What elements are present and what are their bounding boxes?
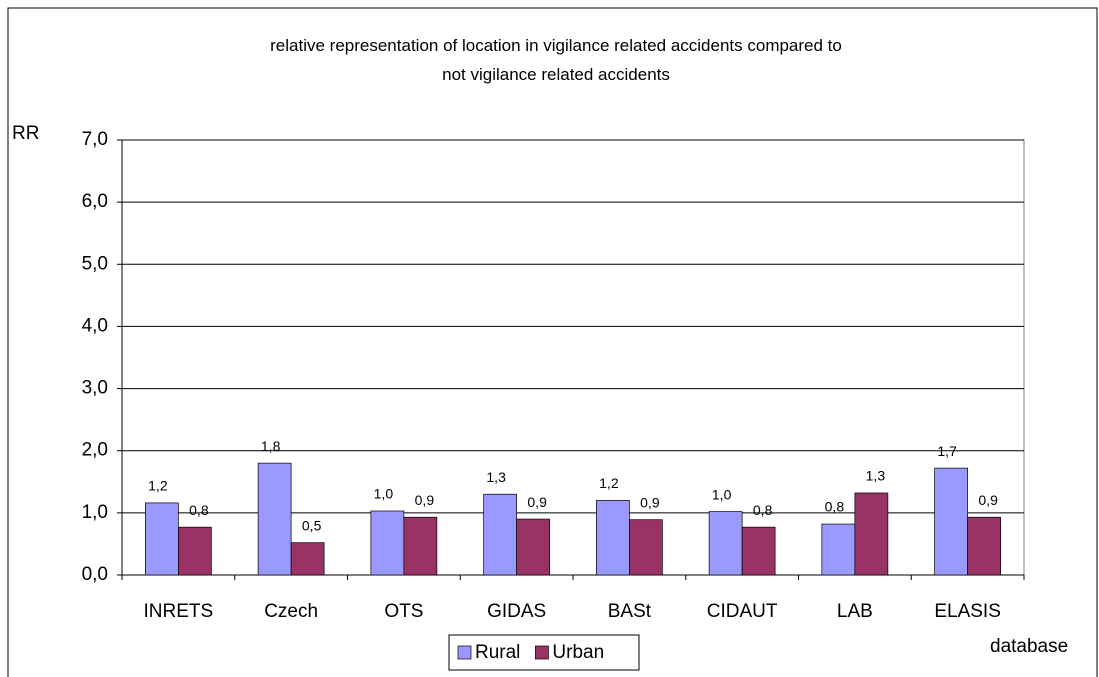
value-label: 1,0 — [712, 486, 732, 502]
bar — [403, 516, 438, 576]
x-tick-label: ELASIS — [934, 601, 1001, 622]
value-label: 0,8 — [189, 502, 209, 518]
y-axis-label: RR — [12, 123, 39, 144]
x-tick-label: OTS — [384, 601, 423, 622]
bar — [708, 511, 743, 576]
chart-border — [7, 7, 1098, 677]
y-tick-label: 0,0 — [82, 564, 108, 585]
x-tick-label: INRETS — [144, 601, 214, 622]
bar — [596, 500, 630, 576]
bar — [934, 467, 968, 576]
value-label: 1,0 — [374, 486, 394, 502]
x-tick-label: LAB — [837, 601, 873, 622]
value-label: 1,7 — [937, 443, 957, 459]
legend-label: Urban — [552, 642, 604, 663]
bar — [629, 519, 663, 576]
y-tick-label: 7,0 — [82, 129, 108, 150]
value-label: 1,2 — [599, 475, 619, 491]
bar — [290, 542, 325, 576]
x-tick-label: BASt — [608, 601, 652, 622]
y-tick-label: 2,0 — [82, 440, 108, 461]
legend-swatch — [457, 645, 472, 660]
value-label: 0,9 — [978, 492, 998, 508]
value-label: 1,2 — [148, 478, 168, 494]
chart-title: relative representation of location in v… — [270, 36, 842, 84]
value-label: 1,8 — [261, 438, 281, 454]
bar — [145, 502, 179, 576]
value-label: 1,3 — [866, 468, 886, 484]
bar — [370, 510, 405, 576]
value-label: 0,9 — [527, 494, 547, 510]
bar — [178, 526, 212, 576]
x-axis-label: database — [990, 636, 1068, 657]
bar — [257, 462, 292, 576]
bar — [854, 492, 889, 576]
value-label: 1,3 — [486, 469, 506, 485]
bar — [741, 526, 776, 576]
value-label: 0,8 — [825, 499, 845, 515]
legend-swatch — [535, 645, 549, 660]
value-label: 0,5 — [302, 517, 322, 533]
value-label: 0,9 — [415, 492, 435, 508]
value-label: 0,9 — [640, 494, 660, 510]
y-tick-label: 3,0 — [82, 378, 108, 399]
y-tick-label: 4,0 — [82, 315, 108, 336]
y-tick-label: 1,0 — [82, 502, 108, 523]
bar — [967, 516, 1001, 576]
bar — [483, 493, 517, 576]
x-tick-label: CIDAUT — [707, 601, 778, 622]
bar — [821, 523, 856, 576]
y-tick-label: 6,0 — [82, 191, 108, 212]
x-tick-label: GIDAS — [487, 601, 546, 622]
x-tick-label: Czech — [264, 601, 318, 622]
y-tick-label: 5,0 — [82, 253, 108, 274]
plot-area — [121, 139, 1025, 576]
bar — [516, 518, 550, 576]
value-label: 0,8 — [753, 502, 773, 518]
legend-label: Rural — [475, 642, 520, 663]
